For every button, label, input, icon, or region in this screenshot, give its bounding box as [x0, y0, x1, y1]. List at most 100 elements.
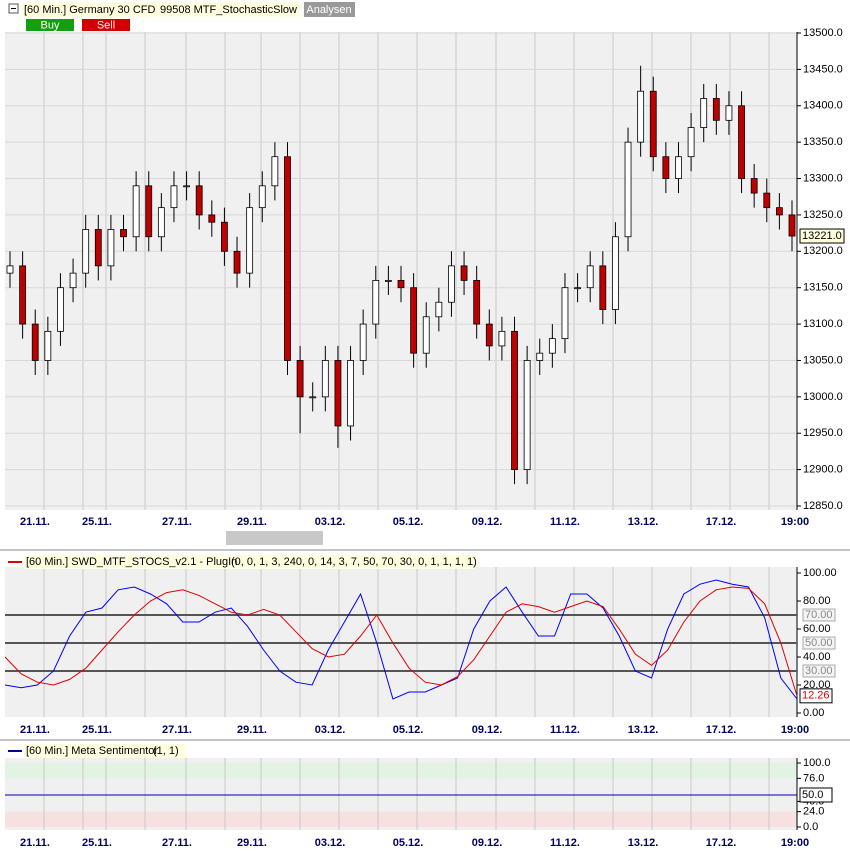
- candle-body: [700, 98, 708, 129]
- candle-body: [561, 287, 569, 340]
- candle-body: [687, 127, 695, 158]
- x-tick-label: 09.12.: [472, 724, 503, 736]
- sell-button[interactable]: [82, 19, 130, 31]
- candle-body: [107, 229, 115, 267]
- instrument-title: [60 Min.] Germany 30 CFD: [24, 4, 155, 16]
- candle-body: [94, 229, 102, 267]
- candle-body: [132, 185, 140, 238]
- candle-body: [750, 178, 758, 194]
- x-tick-label: 13.12.: [628, 724, 659, 736]
- level-label: 30.00: [805, 665, 833, 677]
- y-tick-label: 12900.0: [803, 464, 843, 476]
- x-tick-label: 03.12.: [315, 516, 346, 528]
- last-value-label: 50.0: [802, 789, 823, 801]
- level-label: 50.00: [805, 637, 833, 649]
- last-value-label: 12.26: [802, 690, 830, 702]
- candle-body: [649, 90, 657, 158]
- y-tick-label: 80.00: [803, 595, 831, 607]
- panel-title-box: [24, 555, 476, 569]
- x-tick-label: 17.12.: [706, 837, 737, 849]
- x-tick-label: 17.12.: [706, 516, 737, 528]
- candle-body: [44, 330, 52, 361]
- candle-body: [523, 360, 531, 471]
- y-tick-label: 24.0: [803, 806, 824, 818]
- band: [5, 811, 797, 827]
- panel-title: [60 Min.] SWD_MTF_STOCS_v2.1 - PlugIn: [26, 556, 237, 568]
- candle-body: [548, 338, 556, 354]
- candle-body: [246, 207, 254, 274]
- candle-body: [145, 185, 153, 238]
- x-tick-label: 25.11.: [82, 724, 112, 736]
- buy-button[interactable]: [26, 19, 74, 31]
- panel-title-box: [24, 744, 186, 758]
- y-tick-label: 100.00: [803, 567, 837, 579]
- x-tick-label: 09.12.: [472, 837, 503, 849]
- candle-body: [410, 287, 418, 354]
- candle-body: [157, 207, 165, 238]
- level-label-box: [802, 664, 836, 678]
- y-tick-label: 40.00: [803, 651, 831, 663]
- candle-body: [31, 323, 39, 361]
- x-tick-label: 05.12.: [393, 516, 424, 528]
- x-tick-label: 17.12.: [706, 724, 737, 736]
- x-tick-label: 03.12.: [315, 837, 346, 849]
- panel-params: (1, 1): [153, 745, 179, 757]
- scrollbar-thumb[interactable]: [226, 531, 323, 545]
- x-tick-label: 19:00: [781, 837, 809, 849]
- candle-body: [69, 272, 77, 289]
- candle-body: [574, 287, 581, 290]
- candle-body: [19, 265, 27, 325]
- panel-params: (0, 0, 1, 3, 240, 0, 14, 3, 7, 50, 70, 3…: [231, 556, 477, 568]
- last-value-box: [799, 787, 833, 803]
- y-tick-label: 20.00: [803, 679, 831, 691]
- y-tick-label: 12950.0: [803, 427, 843, 439]
- y-tick-label: 13150.0: [803, 282, 843, 294]
- candle-body: [397, 280, 405, 289]
- y-tick-label: 13300.0: [803, 172, 843, 184]
- candle-body: [334, 360, 342, 427]
- analysen-button[interactable]: [304, 2, 355, 17]
- last-value-box: [799, 228, 845, 244]
- candle-body: [763, 192, 771, 209]
- y-tick-label: 100.0: [803, 757, 831, 769]
- x-tick-label: 27.11.: [162, 724, 192, 736]
- candle-body: [511, 330, 518, 471]
- x-tick-label: 27.11.: [162, 516, 192, 528]
- candle-body: [6, 265, 14, 274]
- x-tick-label: 13.12.: [628, 837, 659, 849]
- x-tick-label: 19:00: [781, 516, 809, 528]
- candle-body: [775, 207, 783, 216]
- candle-body: [422, 316, 430, 354]
- candle-body: [738, 105, 745, 179]
- last-value-label: 13221.0: [802, 230, 842, 242]
- y-tick-label: 13400.0: [803, 100, 843, 112]
- candle-body: [208, 214, 216, 223]
- y-tick-label: 13350.0: [803, 136, 843, 148]
- candle-body: [221, 221, 228, 252]
- candle-body: [599, 265, 607, 310]
- x-tick-label: 09.12.: [472, 516, 503, 528]
- candle-body: [460, 265, 468, 281]
- candle-body: [612, 236, 619, 310]
- x-tick-label: 29.11.: [237, 516, 267, 528]
- x-tick-label: 03.12.: [315, 724, 346, 736]
- y-tick-label: 0.0: [803, 821, 818, 833]
- candle-body: [309, 396, 317, 399]
- indicator-line: [4, 586, 798, 696]
- title-box: [22, 2, 300, 17]
- x-tick-label: 21.11.: [20, 724, 50, 736]
- y-tick-label: 13500.0: [803, 27, 843, 39]
- candle-body: [296, 360, 304, 398]
- indicator-name: 99508 MTF_StochasticSlow: [160, 4, 297, 16]
- x-tick-label: 11.12.: [550, 516, 580, 528]
- x-tick-label: 21.11.: [20, 516, 50, 528]
- y-tick-label: 13100.0: [803, 318, 843, 330]
- x-tick-label: 11.12.: [550, 724, 580, 736]
- x-tick-label: 25.11.: [82, 837, 112, 849]
- x-tick-label: 27.11.: [162, 837, 192, 849]
- candle-body: [448, 265, 455, 303]
- candle-body: [321, 360, 329, 398]
- candle-body: [183, 185, 190, 188]
- x-tick-label: 29.11.: [237, 837, 267, 849]
